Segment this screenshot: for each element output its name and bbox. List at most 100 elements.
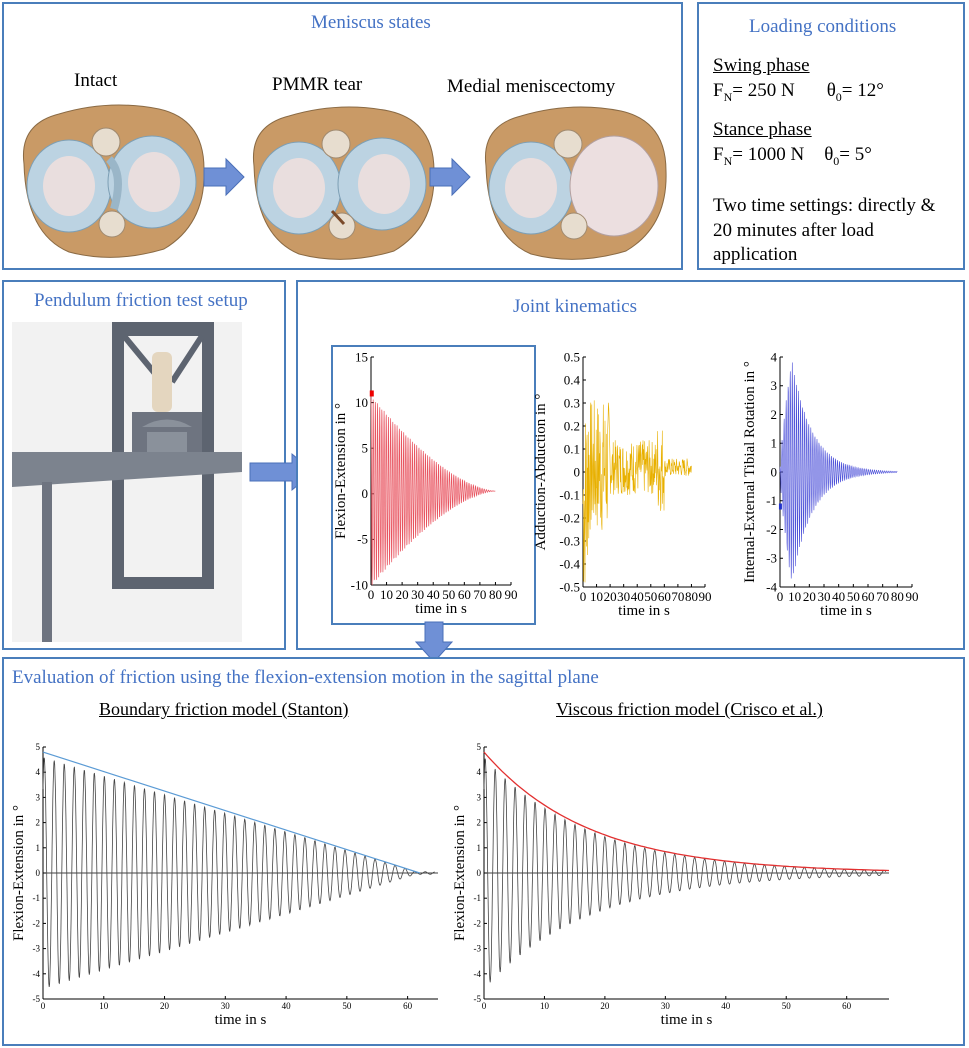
x-tick-label: 10	[788, 589, 801, 604]
x-tick-label: 80	[489, 587, 502, 602]
x-tick-label: 70	[876, 589, 889, 604]
y-tick-label: 2	[36, 818, 41, 828]
x-tick-label: 10	[540, 1001, 550, 1011]
y-tick-label: -0.4	[559, 556, 580, 571]
x-tick-label: 50	[442, 587, 455, 602]
y-tick-label: -0.5	[559, 579, 580, 594]
state-meniscectomy-label: Medial meniscectomy	[447, 76, 616, 97]
evaluation-panel: Evaluation of friction using the flexion…	[2, 657, 965, 1046]
flexion-extension-series-line	[370, 395, 496, 586]
x-tick-label: 10	[99, 1001, 109, 1011]
y-tick-label: 0.1	[564, 441, 580, 456]
y-axis-label: Flexion-Extension in °	[333, 403, 349, 539]
y-tick-label: 5	[477, 742, 482, 752]
x-tick-label: 10	[380, 587, 393, 602]
tibial-rotation-series-line	[779, 362, 898, 579]
x-tick-label: 50	[644, 589, 657, 604]
y-axis-label: Flexion-Extension in °	[452, 805, 468, 941]
x-axis-label: time in s	[215, 1012, 267, 1028]
x-tick-label: 50	[847, 589, 860, 604]
x-tick-label: 30	[818, 589, 831, 604]
knee-intact-illustration	[22, 104, 205, 258]
x-tick-label: 40	[832, 589, 845, 604]
y-tick-label: 5	[36, 742, 41, 752]
x-tick-label: 50	[782, 1001, 792, 1011]
x-tick-label: 80	[685, 589, 698, 604]
y-tick-label: -2	[474, 918, 482, 928]
linear-envelope-line	[42, 751, 420, 874]
x-axis-label: time in s	[820, 603, 872, 619]
y-tick-label: 0.3	[564, 395, 580, 410]
x-tick-label: 80	[891, 589, 904, 604]
viscous-friction-chart: 0 10 20 30 40 50 60 -5 -4 -3 -2 -1 0 1 2 3 4 5 time in s Fl…	[452, 742, 890, 1028]
loading-conditions-panel: Loading conditions Swing phase FN= 250 N…	[697, 2, 965, 270]
x-axis-label: time in s	[661, 1012, 713, 1028]
x-tick-label: 40	[427, 587, 440, 602]
x-tick-label: 20	[396, 587, 409, 602]
knee-pmmr-illustration	[252, 106, 435, 260]
pendulum-panel: Pendulum friction test setup	[2, 280, 315, 650]
y-tick-label: 5	[362, 441, 369, 456]
evaluation-title: Evaluation of friction using the flexion…	[12, 667, 599, 688]
x-tick-label: 30	[617, 589, 630, 604]
loading-note: Two time settings: directly & 20 minutes…	[713, 195, 936, 266]
x-tick-label: 60	[842, 1001, 852, 1011]
pendulum-title: Pendulum friction test setup	[34, 290, 248, 311]
x-tick-label: 60	[862, 589, 875, 604]
x-axis-label: time in s	[415, 601, 467, 617]
y-tick-label: -1	[474, 893, 482, 903]
x-tick-label: 70	[473, 587, 486, 602]
y-tick-label: -4	[33, 969, 41, 979]
y-tick-label: 0	[477, 868, 482, 878]
y-tick-label: 4	[36, 767, 41, 777]
y-tick-label: -4	[766, 579, 777, 594]
y-axis-label: Internal-External Tibial Rotation in °	[742, 361, 758, 583]
x-tick-label: 60	[403, 1001, 413, 1011]
y-tick-label: -3	[33, 944, 41, 954]
arrow-right-icon	[203, 157, 245, 197]
y-tick-label: -3	[474, 944, 482, 954]
y-tick-label: -0.2	[559, 510, 580, 525]
x-tick-label: 20	[160, 1001, 170, 1011]
y-tick-label: 1	[477, 843, 482, 853]
oscillation-series-line	[42, 757, 435, 988]
y-tick-label: -3	[766, 551, 777, 566]
knee-meniscectomy-illustration	[484, 106, 667, 260]
boundary-friction-chart: 0 10 20 30 40 50 60 -5 -4 -3 -2 -1 0 1 2 3 4 5 time in s Fl…	[11, 742, 438, 1028]
x-tick-label: 50	[342, 1001, 352, 1011]
boundary-model-title: Boundary friction model (Stanton)	[99, 699, 349, 719]
joint-kinematics-panel: Joint kinematics 0 10 20 30 40 50 60 70 80 90 -10-…	[296, 280, 965, 650]
x-tick-label: 90	[505, 587, 518, 602]
x-tick-label: 0	[368, 587, 375, 602]
y-tick-label: -0.3	[559, 533, 580, 548]
y-tick-label: 0	[771, 464, 778, 479]
pendulum-apparatus-illustration	[12, 322, 242, 642]
tibial-rotation-chart: 0 10 20 30 40 50 60 70 80 90 -4 -3 -2 -1 0 1 2 3 4 time in …	[742, 349, 919, 619]
y-tick-label: 0.5	[564, 349, 580, 364]
y-tick-label: -5	[33, 994, 41, 1004]
y-tick-label: 0.4	[564, 372, 581, 387]
x-tick-label: 20	[604, 589, 617, 604]
x-tick-label: 20	[803, 589, 816, 604]
stance-label: Stance phase	[713, 119, 812, 140]
kinematics-title: Joint kinematics	[513, 296, 638, 317]
y-tick-label: 4	[771, 349, 778, 364]
x-tick-label: 40	[282, 1001, 292, 1011]
adduction-abduction-chart: 0 10 20 30 40 50 60 70 80 90-0.5-0.4-0.3-0.2-0.10…	[533, 349, 712, 619]
x-axis-label: time in s	[618, 603, 670, 619]
y-tick-label: 0	[574, 464, 581, 479]
state-intact-label: Intact	[74, 70, 118, 91]
x-tick-label: 70	[671, 589, 684, 604]
loading-title: Loading conditions	[749, 16, 897, 37]
y-axis-label: Flexion-Extension in °	[11, 805, 27, 941]
y-tick-label: 3	[771, 378, 778, 393]
x-tick-label: 60	[458, 587, 471, 602]
start-marker	[369, 390, 374, 397]
y-tick-label: 15	[355, 349, 368, 364]
y-tick-label: 2	[771, 407, 778, 422]
arrow-right-icon	[429, 157, 471, 197]
